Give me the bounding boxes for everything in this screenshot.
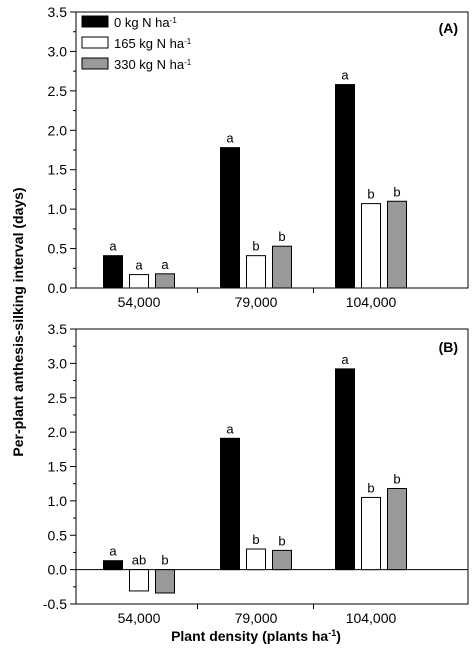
x-axis-title-end: ) — [336, 628, 341, 644]
y-tick-label: 1.5 — [48, 459, 68, 475]
bar — [335, 84, 355, 289]
bar — [220, 437, 240, 571]
bar-letter-label: b — [393, 472, 400, 487]
x-axis-title-main: Plant density (plants ha — [171, 628, 328, 644]
y-tick-label: 0.5 — [48, 527, 68, 543]
y-tick-label: 3.5 — [48, 4, 68, 20]
legend-swatch — [81, 57, 109, 70]
bar — [387, 488, 407, 571]
y-tick-label: 2.0 — [48, 122, 68, 138]
bar-letter-label: a — [226, 421, 234, 436]
bar — [155, 273, 175, 289]
bar — [155, 569, 175, 594]
panel-label: (A) — [439, 20, 458, 36]
y-tick-label: 1.5 — [48, 162, 68, 178]
legend-swatch — [81, 36, 109, 49]
y-tick-label: 3.5 — [48, 321, 68, 337]
legend-label: 165 kg N ha-1 — [114, 36, 192, 51]
bar — [272, 245, 292, 289]
bar — [246, 548, 266, 571]
bar — [129, 569, 149, 592]
legend-label-sup: -1 — [184, 58, 192, 67]
bar-letter-label: b — [252, 532, 259, 547]
legend-label: 0 kg N ha-1 — [114, 15, 177, 30]
bar-letter-label: b — [367, 187, 374, 202]
bar-letter-label: a — [341, 68, 349, 83]
bar — [103, 255, 123, 289]
chart-panel-b: -0.5 0.0 0.5 1.0 1.5 2.0 2.5 3.0 3.5 54,000 79,000… — [43, 321, 469, 626]
y-tick-label: 0.0 — [48, 280, 68, 296]
bar-letter-label: a — [109, 544, 117, 559]
y-tick-label: 0.5 — [48, 241, 68, 257]
bar-letter-label: a — [161, 257, 169, 272]
legend-label-text: 0 kg N ha — [114, 15, 170, 30]
legend-label: 330 kg N ha-1 — [114, 57, 192, 72]
bar-letter-label: b — [367, 480, 374, 495]
legend-swatch — [81, 15, 109, 28]
bar-letter-label: b — [278, 229, 285, 244]
x-axis-title: Plant density (plants ha-1) — [171, 628, 341, 644]
bar — [272, 549, 292, 571]
bar — [129, 274, 149, 289]
bar-letter-label: b — [161, 553, 168, 568]
y-tick-label: 0.0 — [48, 562, 68, 578]
bar-letter-label: b — [393, 184, 400, 199]
legend-label-sup: -1 — [184, 37, 192, 46]
x-tick-label: 54,000 — [118, 294, 161, 310]
bar — [220, 147, 240, 289]
bar-letter-label: b — [252, 239, 259, 254]
x-axis-title-sup: -1 — [328, 628, 336, 638]
panel-label: (B) — [439, 339, 458, 355]
legend-label-text: 165 kg N ha — [114, 36, 185, 51]
bar — [246, 255, 266, 289]
y-tick-label: 1.0 — [48, 493, 68, 509]
y-tick-label: 3.0 — [48, 355, 68, 371]
y-tick-label: 2.5 — [48, 83, 68, 99]
y-tick-label: -0.5 — [43, 596, 67, 612]
bar — [361, 496, 381, 571]
bar-letter-label: a — [109, 239, 117, 254]
x-tick-label: 79,000 — [235, 610, 278, 626]
x-tick-label: 104,000 — [346, 610, 397, 626]
chart-panel-a: 0.0 0.5 1.0 1.5 2.0 2.5 3.0 3.5 54,000 79,000 104,… — [48, 4, 469, 310]
x-tick-label: 104,000 — [346, 294, 397, 310]
y-axis-title: Per-plant anthesis-silking interval (day… — [10, 187, 26, 456]
y-tick-label: 1.0 — [48, 201, 68, 217]
x-tick-label: 54,000 — [118, 610, 161, 626]
bar-letter-label: a — [341, 352, 349, 367]
y-tick-label: 2.0 — [48, 424, 68, 440]
bar — [361, 203, 381, 289]
bar-letter-label: a — [135, 258, 143, 273]
y-tick-label: 3.0 — [48, 43, 68, 59]
bar-letter-label: a — [226, 131, 234, 146]
legend-label-sup: -1 — [170, 16, 178, 25]
bar-letter-label: b — [278, 533, 285, 548]
bar-letter-label: ab — [132, 553, 146, 568]
bar — [103, 560, 123, 571]
legend-label-text: 330 kg N ha — [114, 57, 185, 72]
y-tick-label: 2.5 — [48, 390, 68, 406]
bar — [387, 200, 407, 289]
bar — [335, 368, 355, 571]
x-tick-label: 79,000 — [235, 294, 278, 310]
